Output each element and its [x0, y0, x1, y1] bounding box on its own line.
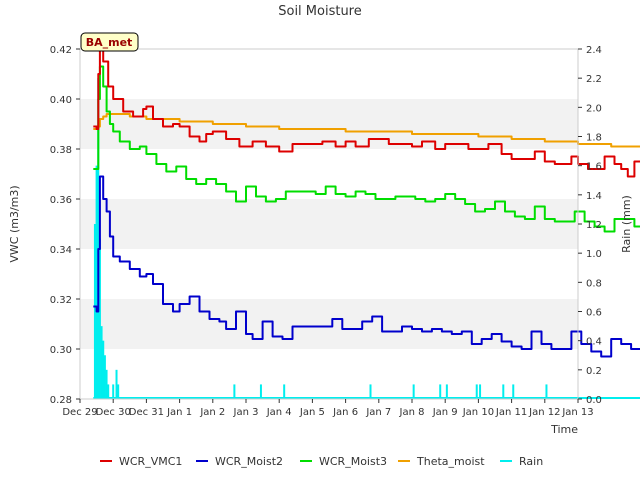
- legend-label: WCR_Moist2: [215, 455, 283, 468]
- y2-tick-label: 0.4: [586, 337, 602, 348]
- y2-tick-label: 2.0: [586, 103, 602, 114]
- legend-item-wcr-moist2: WCR_Moist2: [196, 455, 283, 468]
- legend-label: Rain: [519, 455, 543, 468]
- annotation-text: BA_met: [86, 36, 133, 49]
- y2-tick-label: 1.0: [586, 249, 602, 260]
- y-tick-label: 0.34: [50, 245, 72, 256]
- x-tick-label: Jan 4: [266, 407, 292, 418]
- y-tick-label: 0.28: [50, 395, 72, 406]
- legend: WCR_VMC1 WCR_Moist2 WCR_Moist3 Theta_moist R…: [100, 455, 543, 468]
- legend-label: WCR_Moist3: [319, 455, 387, 468]
- y-axis: 0.28 0.30 0.32 0.34 0.36 0.38 0.40 0.42: [50, 45, 80, 406]
- y-axis-label: VWC (m3/m3): [8, 185, 21, 262]
- legend-item-wcr-vmc1: WCR_VMC1: [100, 455, 182, 468]
- x-axis-label: Time: [550, 423, 578, 436]
- y2-tick-label: 0.0: [586, 395, 602, 406]
- x-tick-label: Dec 29: [62, 407, 97, 418]
- y2-tick-label: 1.4: [586, 191, 602, 202]
- y-tick-label: 0.30: [50, 345, 72, 356]
- legend-label: WCR_VMC1: [119, 455, 182, 468]
- x-tick-label: Jan 10: [462, 407, 494, 418]
- annotation-badge: BA_met: [80, 32, 139, 52]
- x-tick-label: Jan 5: [299, 407, 325, 418]
- y2-axis-label: Rain (mm): [620, 195, 633, 253]
- x-tick-label: Dec 31: [129, 407, 164, 418]
- grid-band: [80, 299, 578, 349]
- series-theta-moist: [93, 113, 640, 148]
- y-tick-label: 0.38: [50, 145, 72, 156]
- y2-tick-label: 0.6: [586, 308, 602, 319]
- x-tick-label: Jan 6: [332, 407, 358, 418]
- x-tick-label: Jan 13: [561, 407, 593, 418]
- y2-tick-label: 1.8: [586, 133, 602, 144]
- x-tick-label: Jan 7: [365, 407, 391, 418]
- y-tick-label: 0.36: [50, 195, 72, 206]
- legend-label: Theta_moist: [416, 455, 485, 468]
- y2-tick-label: 0.2: [586, 366, 602, 377]
- x-tick-label: Jan 2: [199, 407, 225, 418]
- x-tick-label: Dec 30: [96, 407, 131, 418]
- y-tick-label: 0.40: [50, 95, 72, 106]
- x-tick-label: Jan 9: [432, 407, 458, 418]
- y-tick-label: 0.42: [50, 45, 72, 56]
- series-wcr-moist2: [93, 175, 640, 358]
- x-tick-label: Jan 11: [495, 407, 527, 418]
- x-tick-label: Jan 12: [528, 407, 560, 418]
- series-layer: [93, 48, 640, 399]
- legend-item-wcr-moist3: WCR_Moist3: [300, 455, 387, 468]
- y-tick-label: 0.32: [50, 295, 72, 306]
- x-tick-label: Jan 8: [399, 407, 425, 418]
- x-tick-label: Jan 3: [233, 407, 259, 418]
- grid-band: [80, 199, 578, 249]
- y2-tick-label: 1.6: [586, 162, 602, 173]
- y2-axis: 0.0 0.2 0.4 0.6 0.8 1.0 1.2 1.4 1.6 1.8 2.0 2.2 2.4: [578, 45, 602, 406]
- y2-tick-label: 2.4: [586, 45, 602, 56]
- y2-tick-label: 2.2: [586, 74, 602, 85]
- legend-item-theta-moist: Theta_moist: [398, 455, 485, 468]
- series-wcr-vmc1: [93, 48, 640, 178]
- x-tick-label: Jan 1: [166, 407, 192, 418]
- y2-tick-label: 1.2: [586, 220, 602, 231]
- legend-item-rain: Rain: [500, 455, 543, 468]
- chart-title: Soil Moisture: [278, 4, 362, 19]
- y2-tick-label: 0.8: [586, 278, 602, 289]
- series-wcr-moist3: [93, 65, 640, 233]
- annotation-box: [80, 32, 139, 52]
